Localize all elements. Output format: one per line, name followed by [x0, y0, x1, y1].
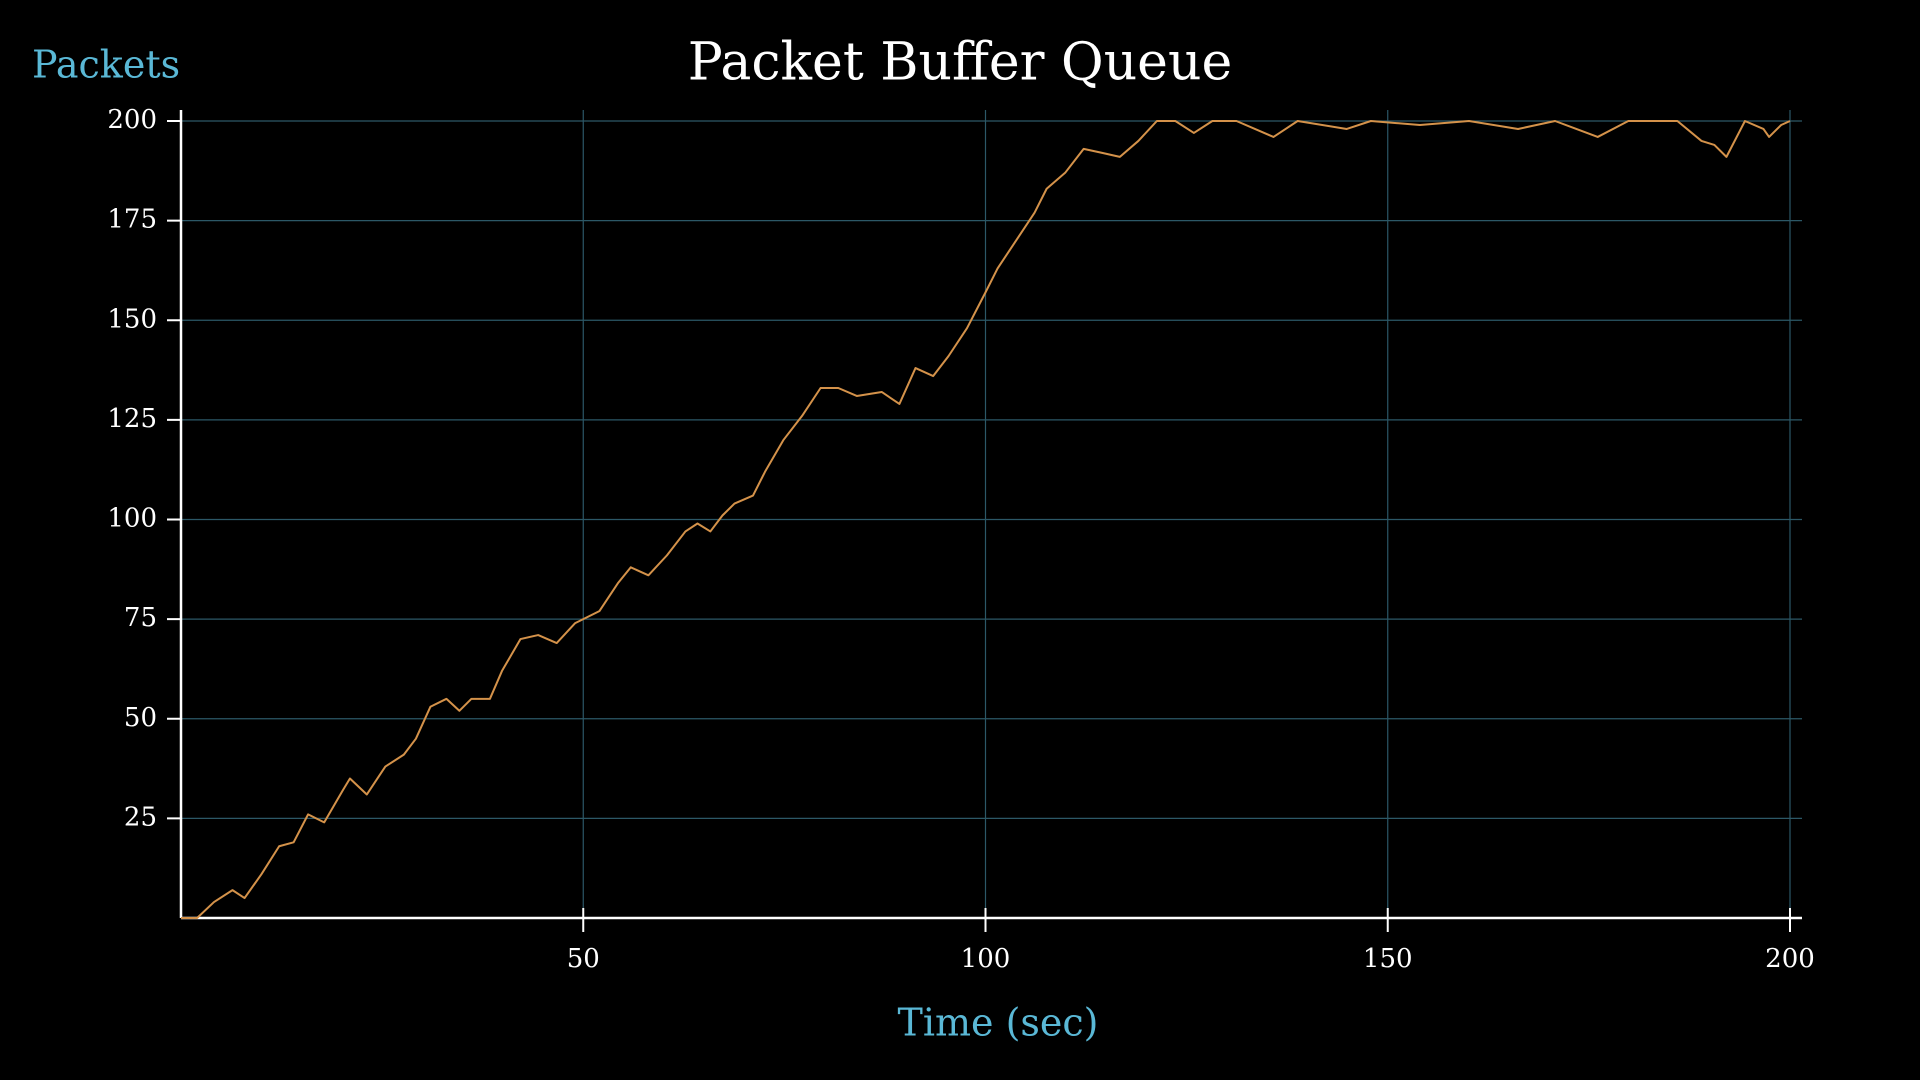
- y-tick-label: 125: [107, 404, 157, 434]
- y-tick-label: 100: [107, 504, 157, 534]
- x-axis-label: Time (sec): [897, 1001, 1098, 1045]
- y-axis-label: Packets: [32, 43, 180, 87]
- data-line: [181, 120, 1791, 919]
- x-tick-label: 200: [1765, 944, 1815, 974]
- y-tick-label: 25: [124, 802, 157, 832]
- x-tick-label: 100: [961, 944, 1011, 974]
- chart-title: Packet Buffer Queue: [688, 33, 1232, 93]
- y-tick-label: 50: [124, 703, 157, 733]
- y-tick-label: 200: [107, 105, 157, 135]
- y-tick-label: 175: [107, 205, 157, 235]
- y-tick-label: 150: [107, 304, 157, 334]
- x-tick-label: 150: [1363, 944, 1413, 974]
- x-tick-label: 50: [567, 944, 600, 974]
- y-tick-label: 75: [124, 603, 157, 633]
